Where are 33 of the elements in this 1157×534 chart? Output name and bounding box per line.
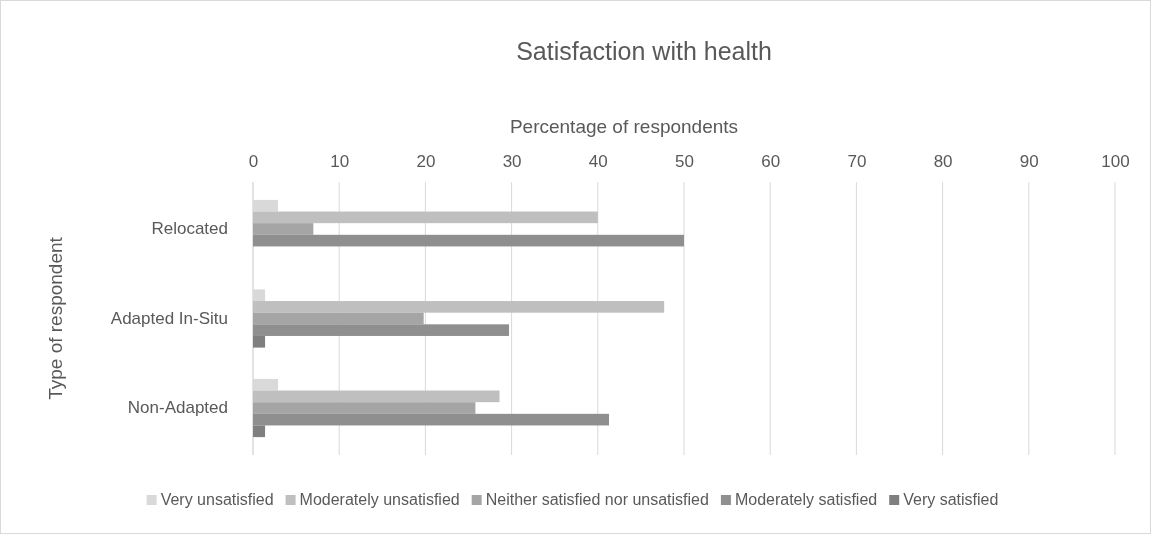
x-tick-label: 10 (330, 152, 350, 171)
x-tick-label: 20 (416, 152, 436, 171)
bar (253, 234, 684, 247)
bar (253, 312, 424, 325)
bar (253, 223, 314, 235)
x-tick-label: 70 (847, 152, 867, 171)
legend-label: Moderately satisfied (734, 491, 878, 508)
y-tick-label: Non-Adapted (127, 398, 228, 418)
bar (253, 335, 266, 348)
bar (253, 413, 610, 426)
x-tick-label: 40 (588, 152, 608, 171)
bar (253, 390, 500, 403)
x-tick-label: 60 (761, 152, 781, 171)
x-tick-label: 30 (502, 152, 522, 171)
legend-label: Very satisfied (903, 491, 999, 508)
legend-label: Neither satisfied nor unsatisfied (485, 491, 709, 508)
x-axis-title: Percentage of respondents (509, 116, 739, 137)
bar (253, 301, 665, 313)
chart-title: Satisfaction with health (516, 37, 772, 65)
y-tick-label: Adapted In-Situ (110, 308, 228, 328)
x-tick-label: 50 (675, 152, 694, 171)
x-tick-label: 100 (1101, 152, 1130, 171)
x-tick-label: 90 (1019, 152, 1039, 171)
bar (253, 324, 510, 336)
bar (253, 425, 266, 438)
legend-label: Moderately unsatisfied (299, 491, 460, 508)
bar (253, 211, 598, 224)
x-tick-label: 80 (933, 152, 953, 171)
y-axis-title: Type of respondent (45, 236, 66, 400)
bar (253, 402, 476, 414)
y-tick-label: Relocated (151, 219, 228, 239)
legend-label: Very unsatisfied (160, 491, 274, 508)
x-tick-label: 0 (248, 152, 259, 171)
